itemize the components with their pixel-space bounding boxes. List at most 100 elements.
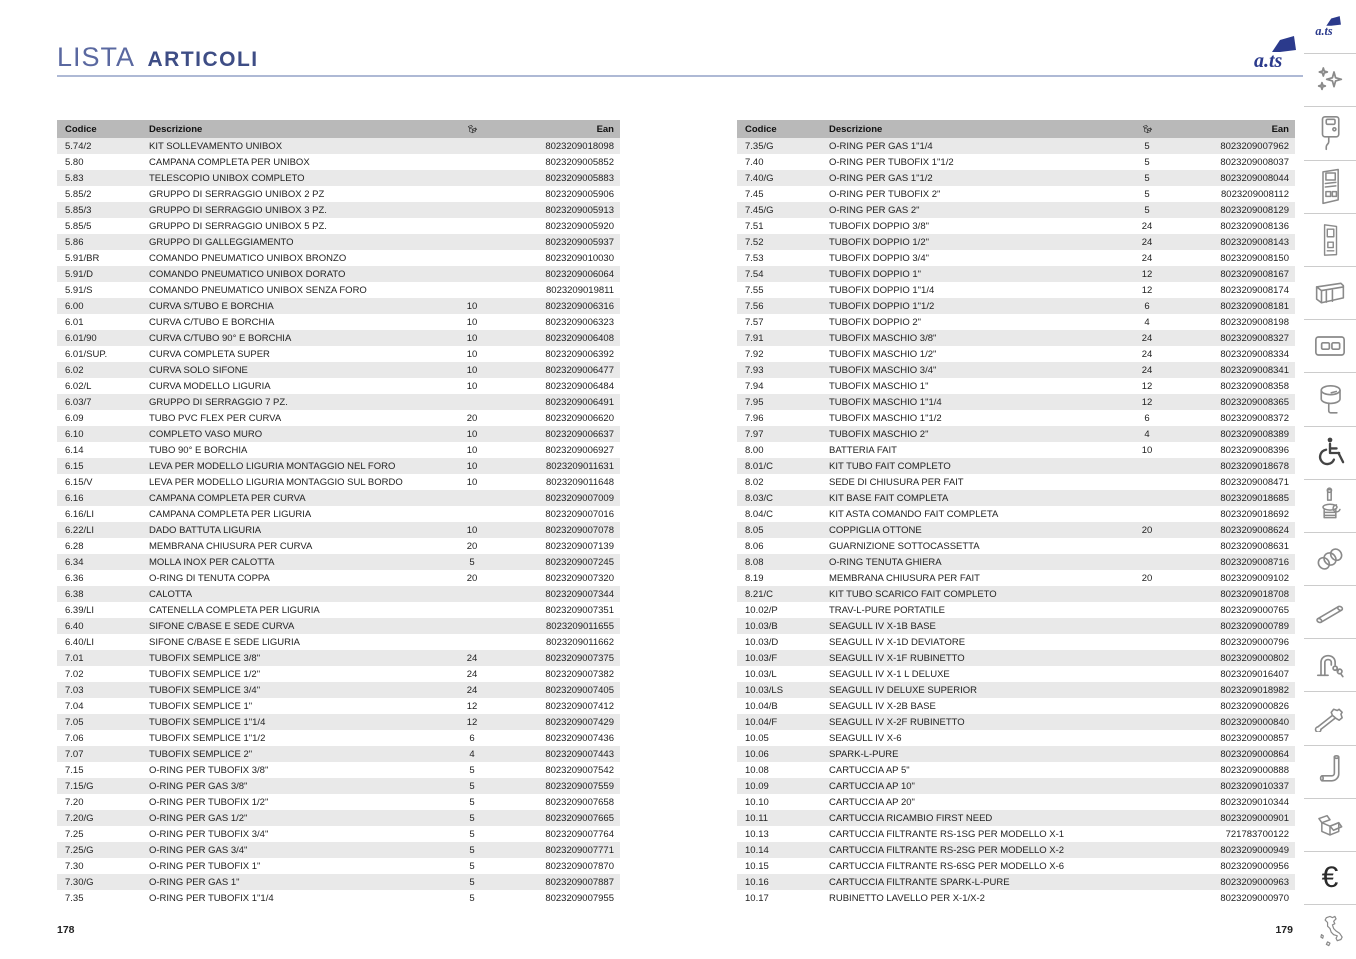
cell-descrizione: SEDE DI CHIUSURA PER FAIT — [829, 476, 964, 488]
cell-codice: 10.03/F — [745, 652, 778, 664]
cell-ean: 8023209018708 — [1220, 588, 1289, 600]
table-row: 7.25/G O-RING PER GAS 3/4" 5 8023209007771 — [57, 842, 620, 858]
cell-codice: 5.85/3 — [65, 204, 92, 216]
cell-descrizione: CARTUCCIA FILTRANTE RS-1SG PER MODELLO X… — [829, 828, 1065, 840]
cell-ean: 8023209000789 — [1220, 620, 1289, 632]
cell-qty: 5 — [469, 556, 475, 568]
svg-text:a.ts: a.ts — [1315, 23, 1332, 37]
cell-codice: 10.05 — [745, 732, 769, 744]
table-row: 6.16/LI CAMPANA COMPLETA PER LIGURIA 80232… — [57, 506, 620, 522]
table-row: 10.14 CARTUCCIA FILTRANTE RS-2SG PER MODE… — [737, 842, 1295, 858]
faucet-icon — [1304, 638, 1356, 691]
table-row: 7.53 TUBOFIX DOPPIO 3/4" 24 8023209008150 — [737, 250, 1295, 266]
cell-qty: 10 — [466, 364, 478, 376]
cell-descrizione: CURVA COMPLETA SUPER — [149, 348, 270, 360]
table-row: 7.20 O-RING PER TUBOFIX 1/2" 5 802320900765… — [57, 794, 620, 810]
cell-descrizione: TUBOFIX DOPPIO 1"1/2 — [829, 300, 935, 312]
cell-codice: 8.02 — [745, 476, 764, 488]
wrench-icon — [1304, 691, 1356, 744]
table-row: 5.91/D COMANDO PNEUMATICO UNIBOX DORATO 80… — [57, 266, 620, 282]
box-icon — [1304, 797, 1356, 851]
table-header: Codice Descrizione Ean — [57, 120, 620, 138]
cell-codice: 10.03/D — [745, 636, 779, 648]
table-row: 7.91 TUBOFIX MASCHIO 3/8" 24 8023209008327 — [737, 330, 1295, 346]
cell-ean: 8023209019811 — [546, 284, 614, 296]
cell-ean: 8023209011631 — [546, 460, 614, 472]
table-row: 7.30 O-RING PER TUBOFIX 1" 5 8023209007870 — [57, 858, 620, 874]
cell-codice: 7.15 — [65, 764, 84, 776]
cell-qty: 10 — [466, 332, 478, 344]
table-row: 6.34 MOLLA INOX PER CALOTTA 5 8023209007245 — [57, 554, 620, 570]
cell-codice: 6.34 — [65, 556, 84, 568]
table-header: Codice Descrizione Ean — [737, 120, 1295, 138]
cell-ean: 8023209008174 — [1220, 284, 1289, 296]
cell-descrizione: TUBOFIX MASCHIO 1/2" — [829, 348, 937, 360]
cell-codice: 6.15 — [65, 460, 84, 472]
cell-descrizione: CURVA C/TUBO 90° E BORCHIA — [149, 332, 292, 344]
cell-descrizione: CAMPANA COMPLETA PER UNIBOX — [149, 156, 310, 168]
table-row: 7.45 O-RING PER TUBOFIX 2" 5 8023209008112 — [737, 186, 1295, 202]
cell-codice: 7.03 — [65, 684, 84, 696]
cell-ean: 8023209007078 — [545, 524, 614, 536]
sparkle-icon — [1304, 53, 1356, 106]
cell-qty: 24 — [1141, 220, 1153, 232]
cell-codice: 6.22/LI — [65, 524, 95, 536]
table-row: 7.95 TUBOFIX MASCHIO 1"1/4 12 8023209008365 — [737, 394, 1295, 410]
cell-codice: 5.83 — [65, 172, 84, 184]
cell-descrizione: TUBOFIX SEMPLICE 2" — [149, 748, 253, 760]
cell-descrizione: SEAGULL IV X-1F RUBINETTO — [829, 652, 965, 664]
cell-descrizione: TUBOFIX DOPPIO 1"1/4 — [829, 284, 935, 296]
table-row: 7.94 TUBOFIX MASCHIO 1" 12 8023209008358 — [737, 378, 1295, 394]
table-row: 7.35/G O-RING PER GAS 1"1/4 5 8023209007962 — [737, 138, 1295, 154]
cell-codice: 10.11 — [745, 812, 769, 824]
cell-qty: 12 — [1141, 284, 1153, 296]
cell-descrizione: LEVA PER MODELLO LIGURIA MONTAGGIO NEL F… — [149, 460, 396, 472]
cell-codice: 6.16/LI — [65, 508, 95, 520]
table-row: 6.15 LEVA PER MODELLO LIGURIA MONTAGGIO N… — [57, 458, 620, 474]
cell-ean: 8023209007016 — [545, 508, 614, 520]
cell-ean: 8023209008341 — [1220, 364, 1289, 376]
table-row: 7.52 TUBOFIX DOPPIO 1/2" 24 8023209008143 — [737, 234, 1295, 250]
cell-codice: 6.14 — [65, 444, 84, 456]
table-row: 10.02/P TRAV-L-PURE PORTATILE 802320900076… — [737, 602, 1295, 618]
cell-qty: 5 — [1144, 172, 1150, 184]
table-row: 10.03/L SEAGULL IV X-1 L DELUXE 8023209016… — [737, 666, 1295, 682]
table-row: 5.85/5 GRUPPO DI SERRAGGIO UNIBOX 5 PZ. 80… — [57, 218, 620, 234]
cell-ean: 8023209008716 — [1220, 556, 1289, 568]
cell-qty: 24 — [466, 668, 478, 680]
flush-plate-icon — [1304, 319, 1356, 372]
accessibility-icon — [1304, 425, 1356, 479]
svg-text:a.ts: a.ts — [1254, 50, 1283, 72]
cell-ean: 8023209007771 — [545, 844, 614, 856]
table-row: 7.07 TUBOFIX SEMPLICE 2" 4 8023209007443 — [57, 746, 620, 762]
cell-descrizione: O-RING PER TUBOFIX 3/8" — [149, 764, 269, 776]
euro-icon: € — [1304, 851, 1356, 904]
cell-qty: 5 — [1144, 156, 1150, 168]
table-row: 6.22/LI DADO BATTUTA LIGURIA 10 80232090070… — [57, 522, 620, 538]
cell-descrizione: O-RING PER TUBOFIX 2" — [829, 188, 941, 200]
cell-descrizione: O-RING PER GAS 2" — [829, 204, 920, 216]
cell-ean: 8023209007405 — [545, 684, 614, 696]
cell-descrizione: TUBO PVC FLEX PER CURVA — [149, 412, 282, 424]
table-row: 6.09 TUBO PVC FLEX PER CURVA 20 80232090066… — [57, 410, 620, 426]
cell-descrizione: SIFONE C/BASE E SEDE CURVA — [149, 620, 295, 632]
cell-codice: 7.57 — [745, 316, 764, 328]
wall-support-icon — [1304, 265, 1356, 319]
cell-descrizione: O-RING PER GAS 1"1/4 — [829, 140, 933, 152]
cell-codice: 6.38 — [65, 588, 84, 600]
cell-qty: 10 — [466, 300, 478, 312]
cell-ean: 8023209008181 — [1220, 300, 1289, 312]
cell-codice: 7.06 — [65, 732, 84, 744]
cell-ean: 8023209008112 — [1221, 188, 1289, 200]
cell-descrizione: CATENELLA COMPLETA PER LIGURIA — [149, 604, 320, 616]
cell-ean: 8023209018678 — [1220, 460, 1289, 472]
cell-ean: 8023209007962 — [1220, 140, 1289, 152]
table-row: 6.38 CALOTTA 8023209007344 — [57, 586, 620, 602]
cell-descrizione: KIT TUBO SCARICO FAIT COMPLETO — [829, 588, 997, 600]
cell-qty: 24 — [1141, 252, 1153, 264]
table-row: 6.14 TUBO 90° E BORCHIA 10 8023209006927 — [57, 442, 620, 458]
cell-codice: 5.91/D — [65, 268, 93, 280]
cell-codice: 7.93 — [745, 364, 764, 376]
cell-codice: 7.40 — [745, 156, 764, 168]
cistern-flushpipe-icon — [1304, 372, 1356, 425]
